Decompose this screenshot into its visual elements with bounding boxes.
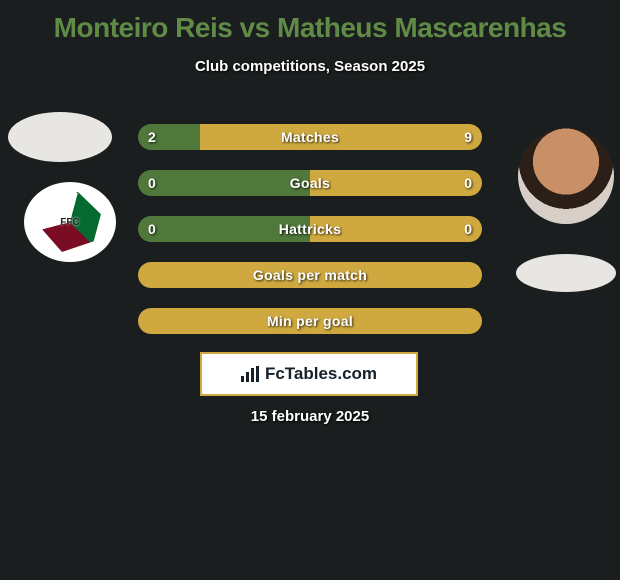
bar-label: Hattricks — [138, 216, 482, 242]
watermark-text: FcTables.com — [265, 364, 377, 384]
bar-value-left: 0 — [148, 170, 156, 196]
bar-chart-icon — [241, 366, 259, 382]
bar-value-right: 9 — [464, 124, 472, 150]
bar-label: Goals per match — [138, 262, 482, 288]
subtitle: Club competitions, Season 2025 — [0, 58, 620, 75]
bar-value-left: 0 — [148, 216, 156, 242]
stat-bar: Matches2 9 — [138, 124, 482, 150]
stat-bars: Matches29Goals00Hattricks00Goals per mat… — [138, 124, 482, 354]
player-face-icon — [518, 128, 614, 224]
stat-bar: Min per goal — [138, 308, 482, 334]
bar-label: Goals — [138, 170, 482, 196]
date-label: 15 february 2025 — [0, 408, 620, 425]
bar-label: Min per goal — [138, 308, 482, 334]
vs-label: vs — [240, 12, 270, 43]
stat-bar: Goals per match — [138, 262, 482, 288]
club-right-crest — [516, 254, 616, 292]
crest-icon — [24, 182, 116, 262]
player-left-name: Monteiro Reis — [54, 12, 233, 43]
comparison-title: Monteiro Reis vs Matheus Mascarenhas — [0, 0, 620, 44]
watermark: FcTables.com — [200, 352, 418, 396]
player-right-name: Matheus Mascarenhas — [277, 12, 566, 43]
stat-bar: Hattricks0 0 — [138, 216, 482, 242]
club-left-crest — [24, 182, 116, 262]
bar-label: Matches — [138, 124, 482, 150]
player-left-avatar — [8, 112, 112, 162]
bar-value-right: 0 — [464, 170, 472, 196]
bar-value-right: 0 — [464, 216, 472, 242]
player-right-avatar — [518, 128, 614, 224]
bar-value-left: 2 — [148, 124, 156, 150]
stat-bar: Goals0 0 — [138, 170, 482, 196]
